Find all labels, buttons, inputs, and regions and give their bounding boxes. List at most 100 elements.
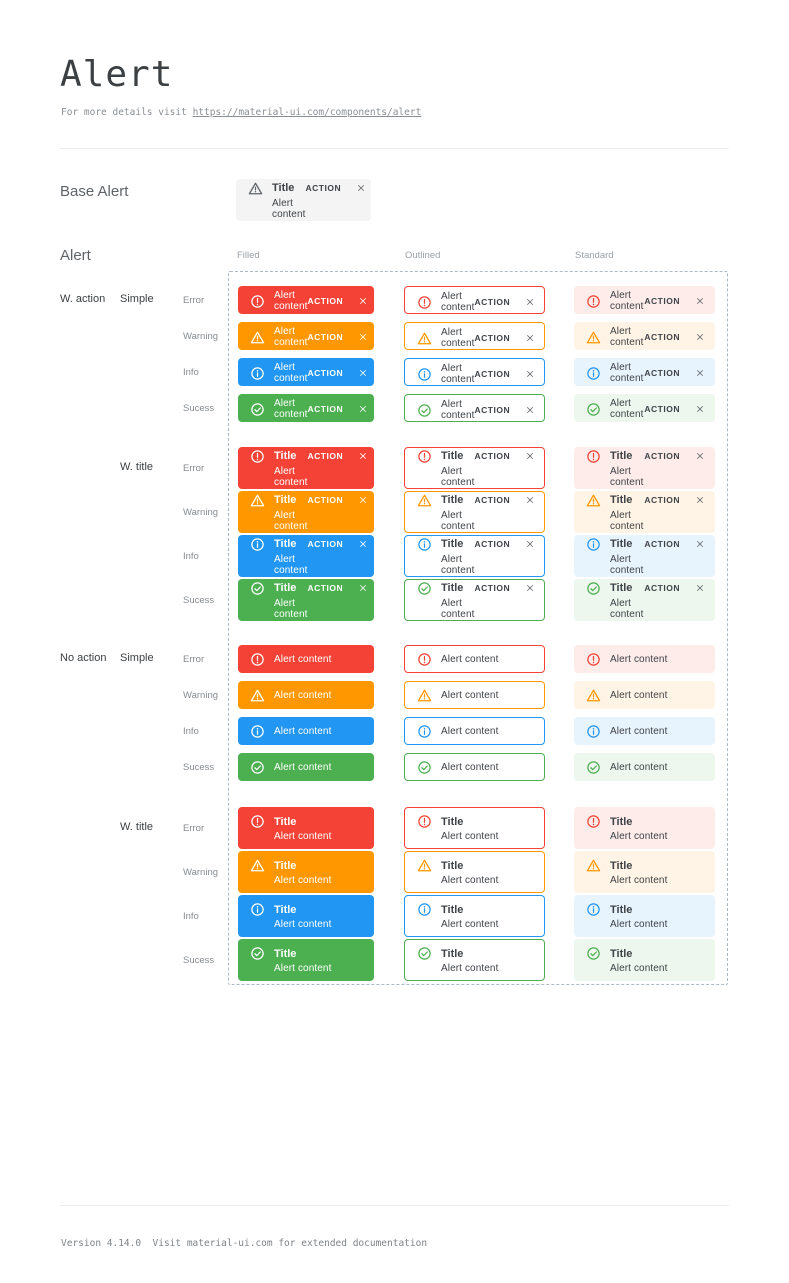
alert-content: Alert content: [441, 399, 475, 421]
error-icon: [586, 814, 601, 829]
close-icon[interactable]: [695, 332, 705, 342]
close-icon[interactable]: [525, 297, 535, 307]
sev-label-success-2: Sucess: [183, 595, 215, 606]
doc-link[interactable]: https://material-ui.com/components/alert: [192, 107, 422, 118]
action-button[interactable]: ACTION: [307, 368, 344, 378]
alert-content: Alert content: [274, 875, 332, 886]
close-icon[interactable]: [525, 405, 535, 415]
action-button[interactable]: ACTION: [644, 583, 680, 593]
alert-title: Title: [610, 450, 633, 462]
sev-label-error-4: Error: [183, 823, 205, 834]
action-button[interactable]: ACTION: [307, 332, 344, 342]
divider: [60, 1205, 729, 1206]
action-button[interactable]: ACTION: [307, 451, 344, 461]
alert-content: Alert content: [274, 326, 308, 348]
sev-label-error-3: Error: [183, 654, 205, 665]
action-button[interactable]: ACTION: [474, 369, 511, 379]
error-icon: [417, 295, 432, 310]
success-icon: [250, 946, 265, 961]
close-icon[interactable]: [525, 369, 535, 379]
action-button[interactable]: ACTION: [474, 297, 511, 307]
alert-title: Title: [610, 903, 633, 916]
close-icon[interactable]: [358, 332, 368, 342]
alert-standard-info-title-action: Title ACTION Alert content: [574, 535, 715, 577]
action-button[interactable]: ACTION: [474, 405, 511, 415]
close-icon[interactable]: [356, 183, 366, 193]
close-icon[interactable]: [358, 296, 368, 306]
subgroup-label-simple-2: Simple: [120, 652, 154, 664]
close-icon[interactable]: [525, 583, 535, 593]
alert-title: Title: [610, 538, 633, 550]
action-button[interactable]: ACTION: [307, 583, 344, 593]
action-button[interactable]: ACTION: [307, 495, 344, 505]
action-button[interactable]: ACTION: [474, 539, 511, 549]
action-button[interactable]: ACTION: [644, 368, 680, 378]
close-icon[interactable]: [695, 495, 705, 505]
alert-title: Title: [274, 538, 297, 550]
error-icon: [250, 814, 265, 829]
close-icon[interactable]: [695, 368, 705, 378]
action-button[interactable]: ACTION: [644, 539, 680, 549]
sev-label-info-4: Info: [183, 911, 199, 922]
close-icon[interactable]: [695, 539, 705, 549]
close-icon[interactable]: [525, 333, 535, 343]
alert-content: Alert content: [610, 919, 668, 930]
alert-title: Title: [610, 494, 633, 506]
action-button[interactable]: ACTION: [474, 583, 511, 593]
close-icon[interactable]: [525, 539, 535, 549]
info-icon: [586, 724, 601, 739]
sev-label-warning-1: Warning: [183, 331, 219, 342]
base-alert: Title ACTION Alert content: [236, 179, 371, 221]
close-icon[interactable]: [358, 368, 368, 378]
alert-filled-warning-title: Title Alert content: [238, 851, 374, 893]
alert-title: Title: [610, 947, 633, 960]
action-button[interactable]: ACTION: [644, 495, 680, 505]
action-button[interactable]: ACTION: [307, 404, 344, 414]
alert-content: Alert content: [441, 363, 475, 385]
base-alert-section-label: Base Alert: [60, 183, 129, 200]
close-icon[interactable]: [358, 404, 368, 414]
error-icon: [250, 449, 265, 464]
close-icon[interactable]: [695, 296, 705, 306]
alert-content: Alert content: [441, 831, 499, 842]
action-button[interactable]: ACTION: [644, 404, 680, 414]
alert-title: Title: [441, 494, 464, 506]
action-button[interactable]: ACTION: [474, 333, 511, 343]
alert-title: Title: [274, 582, 297, 594]
alert-content: Alert content: [610, 553, 644, 576]
alert-title: Title: [274, 815, 297, 828]
action-button[interactable]: ACTION: [474, 451, 511, 461]
close-icon[interactable]: [358, 583, 368, 593]
alert-standard-error-title: Title Alert content: [574, 807, 715, 849]
info-icon: [417, 902, 432, 917]
action-button[interactable]: ACTION: [307, 296, 344, 306]
close-icon[interactable]: [358, 451, 368, 461]
close-icon[interactable]: [525, 495, 535, 505]
close-icon[interactable]: [695, 451, 705, 461]
warning-icon: [250, 330, 265, 345]
close-icon[interactable]: [358, 495, 368, 505]
close-icon[interactable]: [358, 539, 368, 549]
warning-icon: [586, 330, 601, 345]
action-button[interactable]: ACTION: [644, 332, 680, 342]
action-button[interactable]: ACTION: [305, 183, 342, 193]
alert-filled-error-simple-action: Alert content ACTION: [238, 286, 374, 314]
alert-content: Alert content: [610, 831, 668, 842]
alert-title: Title: [441, 815, 464, 828]
close-icon[interactable]: [695, 583, 705, 593]
action-button[interactable]: ACTION: [474, 495, 511, 505]
alert-title: Title: [441, 538, 464, 550]
close-icon[interactable]: [695, 404, 705, 414]
action-button[interactable]: ACTION: [307, 539, 344, 549]
action-button[interactable]: ACTION: [644, 451, 680, 461]
alert-filled-success-simple-action: Alert content ACTION: [238, 394, 374, 422]
alert-filled-warning-title-action: Title ACTION Alert content: [238, 491, 374, 533]
alert-filled-error-title: Title Alert content: [238, 807, 374, 849]
success-icon: [417, 760, 432, 775]
group-label-w-action: W. action: [60, 293, 106, 305]
alert-title: Title: [441, 947, 464, 960]
action-button[interactable]: ACTION: [644, 296, 680, 306]
close-icon[interactable]: [525, 451, 535, 461]
alert-outlined-info-simple-action: Alert content ACTION: [404, 358, 545, 386]
alert-outlined-info-title-action: Title ACTION Alert content: [404, 535, 545, 577]
